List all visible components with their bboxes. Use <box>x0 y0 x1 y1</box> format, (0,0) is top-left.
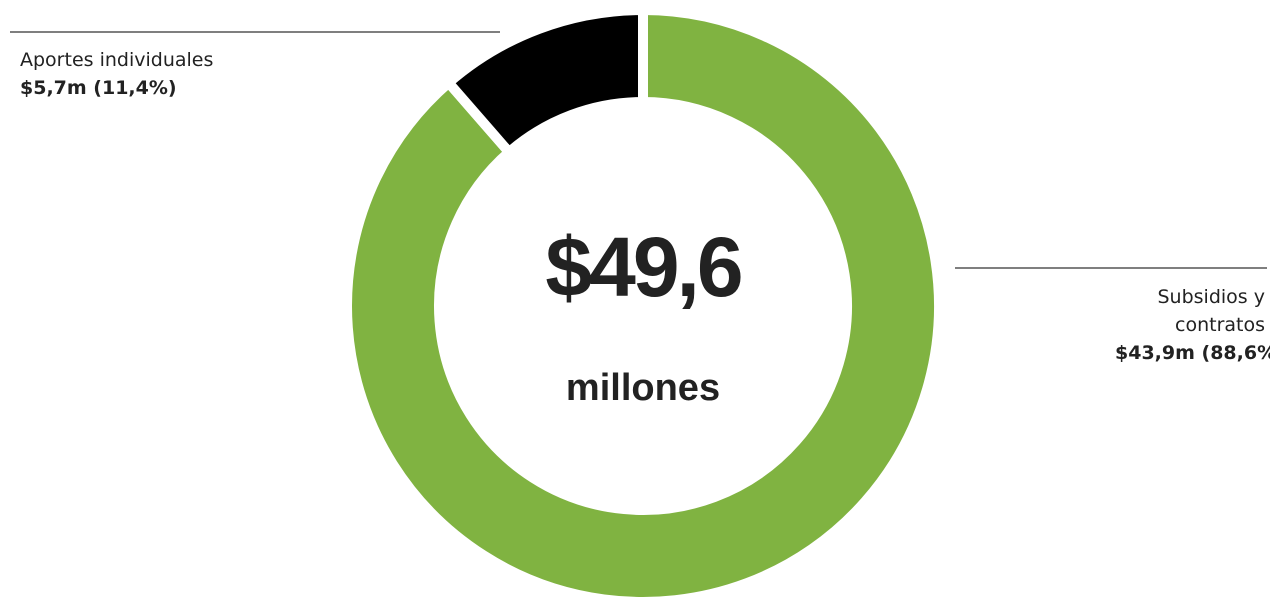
center-label: $49,6 <box>545 220 740 314</box>
center-sublabel: millones <box>566 367 720 409</box>
donut-slice <box>441 4 648 160</box>
value-label: $5,7m (11,4%) <box>20 77 177 99</box>
category-label: Subsidios y contratos <box>1157 286 1266 336</box>
slice-label: Aportes individuales $5,7m (11,4%) <box>20 46 213 102</box>
value-label: $43,9m (88,6%) <box>1115 342 1270 364</box>
donut-slice <box>342 4 944 599</box>
donut <box>342 4 944 599</box>
category-label: Aportes individuales <box>20 49 214 71</box>
slice-label: Subsidios y contratos $43,9m (88,6%) <box>1115 283 1270 367</box>
